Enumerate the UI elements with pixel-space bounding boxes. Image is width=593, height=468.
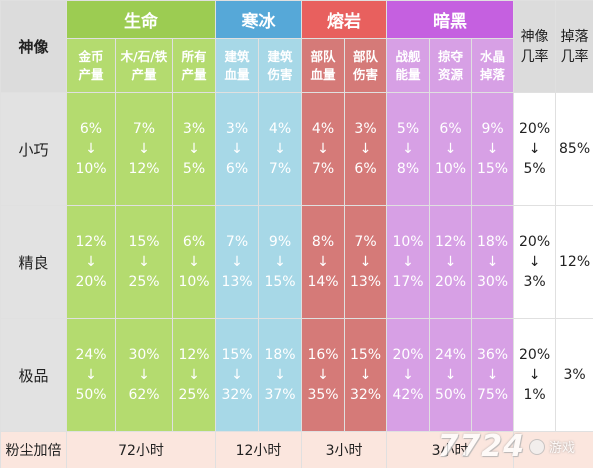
corner-header: 神像 (0, 0, 67, 93)
sub-header-wood-stone-iron: 木/石/铁 产量 (115, 38, 173, 93)
sub-header-crystal-drop: 水晶 掉落 (471, 38, 515, 93)
sub-header-troop-hp: 部队 血量 (301, 38, 346, 93)
stat-cell: 10% ↓ 17% (386, 205, 431, 319)
stat-cell: 7% ↓ 13% (215, 205, 260, 319)
idol-rate-cell: 20% ↓ 5% (513, 92, 557, 206)
sub-header-gold: 金币 产量 (66, 38, 116, 93)
stat-cell: 20% ↓ 42% (386, 318, 431, 432)
sub-header-building-hp: 建筑 血量 (215, 38, 260, 93)
stat-cell: 36% ↓ 75% (471, 318, 515, 432)
idol-rate-cell: 20% ↓ 1% (513, 318, 557, 432)
drop-rate-cell: 85% (555, 92, 593, 206)
sub-header-gunboat-energy: 战舰 能量 (386, 38, 431, 93)
idol-rate-header: 神像 几率 (513, 0, 557, 93)
stat-cell: 6% ↓ 10% (429, 92, 473, 206)
stat-cell: 24% ↓ 50% (66, 318, 116, 432)
stat-cell: 6% ↓ 10% (171, 205, 217, 319)
row-label: 精良 (0, 205, 67, 319)
group-header-life: 生命 (65, 0, 217, 39)
dust-boost-life: 72小时 (65, 431, 217, 468)
sub-header-loot-resources: 掠夺 资源 (429, 38, 473, 93)
stat-cell: 7% ↓ 13% (344, 205, 388, 319)
sub-header-all-output: 所有 产量 (171, 38, 217, 93)
stat-cell: 18% ↓ 30% (471, 205, 515, 319)
stat-cell: 15% ↓ 32% (344, 318, 388, 432)
stat-cell: 30% ↓ 62% (115, 318, 173, 432)
group-header-ice: 寒冰 (215, 0, 303, 39)
drop-rate-cell: 12% (555, 205, 593, 319)
stat-cell: 12% ↓ 25% (171, 318, 217, 432)
stat-cell: 7% ↓ 12% (115, 92, 173, 206)
sub-header-building-damage: 建筑 伤害 (258, 38, 303, 93)
stat-cell: 3% ↓ 6% (344, 92, 388, 206)
row-label: 极品 (0, 318, 67, 432)
stat-cell: 16% ↓ 35% (301, 318, 346, 432)
stat-cell: 24% ↓ 50% (429, 318, 473, 432)
group-header-dark: 暗黑 (386, 0, 515, 39)
dust-boost-label: 粉尘加倍 (0, 431, 67, 468)
drop-rate-header: 掉落 几率 (555, 0, 593, 93)
row-label: 小巧 (0, 92, 67, 206)
table-row: 小巧 6% ↓ 10% 7% ↓ 12% 3% ↓ 5% 3% ↓ 6% 4% ↓ 7% 4% ↓ 7%… (0, 92, 593, 206)
dust-boost-lava: 3小时 (301, 431, 388, 468)
table-row: 精良 12% ↓ 20% 15% ↓ 25% 6% ↓ 10% 7% ↓ 13% 9% ↓ 15% … (0, 205, 593, 319)
stat-cell: 9% ↓ 15% (258, 205, 303, 319)
stat-cell: 15% ↓ 25% (115, 205, 173, 319)
stat-cell: 4% ↓ 7% (258, 92, 303, 206)
dust-boost-empty (513, 431, 593, 468)
idol-rate-cell: 20% ↓ 3% (513, 205, 557, 319)
stat-cell: 3% ↓ 5% (171, 92, 217, 206)
stat-cell: 8% ↓ 14% (301, 205, 346, 319)
stat-cell: 5% ↓ 8% (386, 92, 431, 206)
stat-cell: 12% ↓ 20% (429, 205, 473, 319)
drop-rate-cell: 3% (555, 318, 593, 432)
group-header-lava: 熔岩 (301, 0, 388, 39)
table-row: 极品 24% ↓ 50% 30% ↓ 62% 12% ↓ 25% 15% ↓ 32% 18% ↓ 3… (0, 318, 593, 432)
stat-cell: 15% ↓ 32% (215, 318, 260, 432)
stat-cell: 4% ↓ 7% (301, 92, 346, 206)
sub-header-troop-damage: 部队 伤害 (344, 38, 388, 93)
stat-cell: 3% ↓ 6% (215, 92, 260, 206)
stat-cell: 6% ↓ 10% (66, 92, 116, 206)
stat-cell: 18% ↓ 37% (258, 318, 303, 432)
stat-cell: 12% ↓ 20% (66, 205, 116, 319)
dust-boost-ice: 12小时 (215, 431, 303, 468)
dust-boost-dark: 3小时 (386, 431, 515, 468)
stat-cell: 9% ↓ 15% (471, 92, 515, 206)
